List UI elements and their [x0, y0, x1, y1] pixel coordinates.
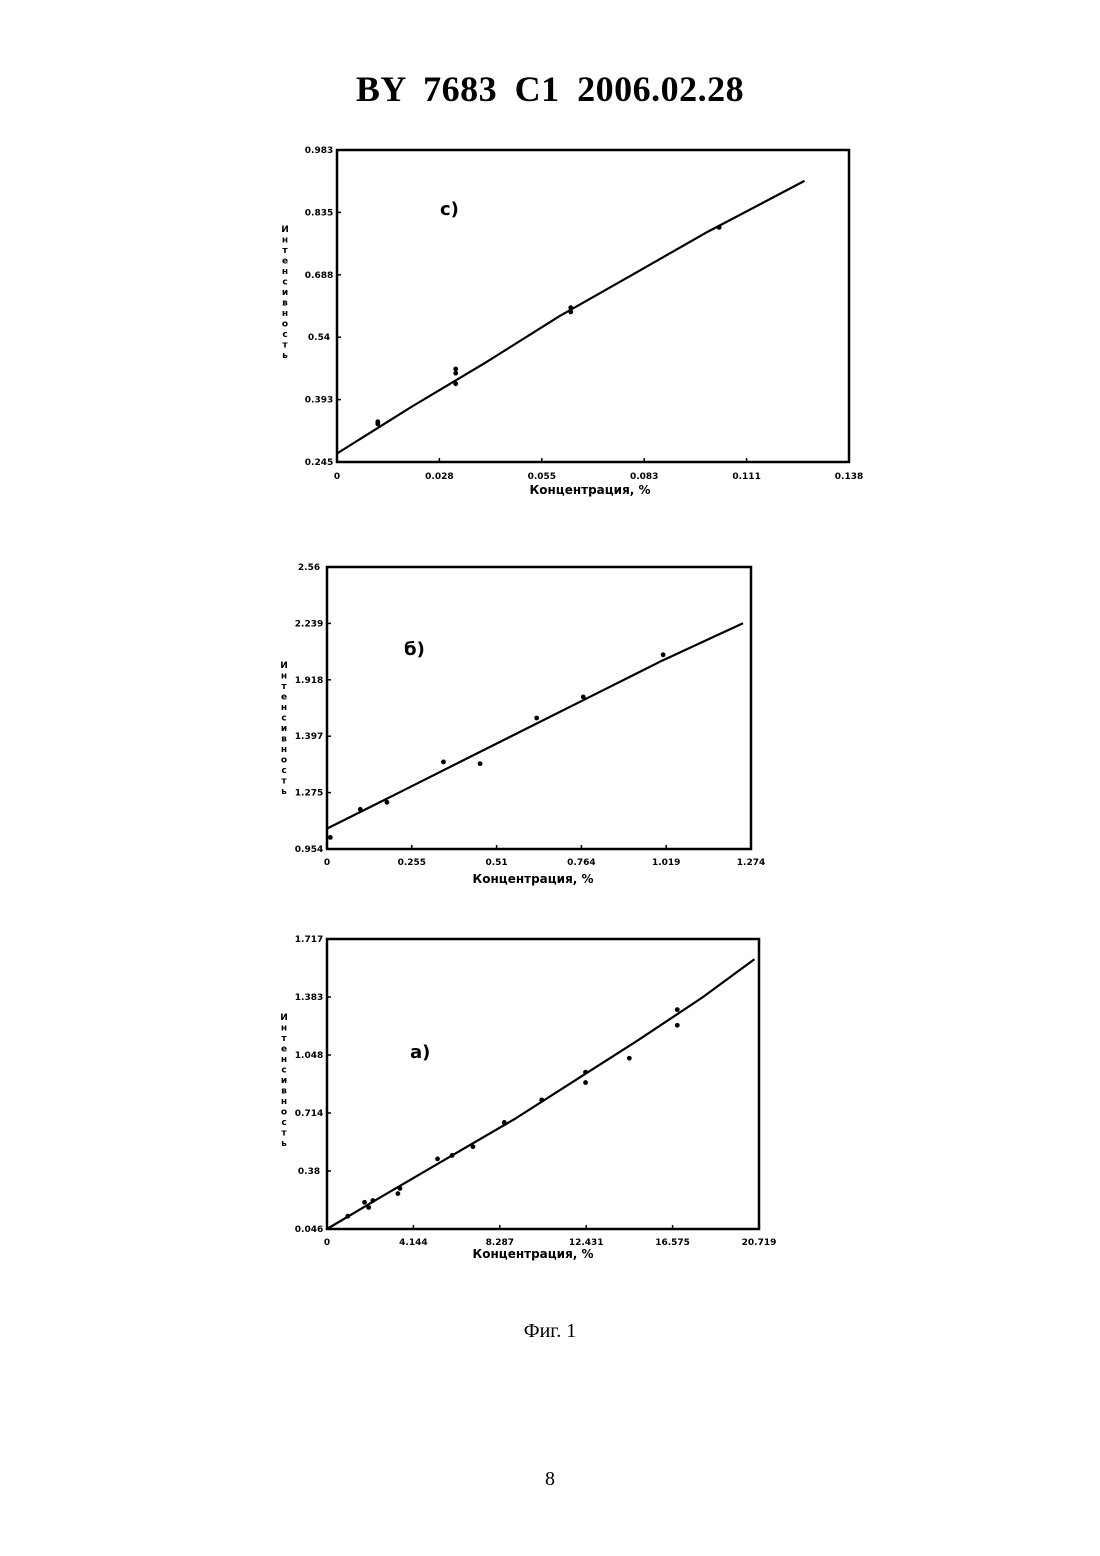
y-tick-label: 0.714	[295, 1109, 323, 1119]
data-point	[583, 1070, 588, 1075]
x-tick-label: 20.719	[742, 1238, 777, 1248]
data-point	[627, 1056, 632, 1061]
data-point	[435, 1156, 440, 1161]
x-tick-label: 0	[324, 1238, 330, 1248]
data-point	[675, 1007, 680, 1012]
y-tick-label: 1.048	[295, 1051, 323, 1061]
fit-line	[327, 959, 754, 1229]
x-axis-label-a: Концентрация, %	[472, 1247, 593, 1261]
data-point	[345, 1214, 350, 1219]
data-point	[502, 1120, 507, 1125]
data-point	[675, 1023, 680, 1028]
x-tick-label: 16.575	[655, 1238, 690, 1248]
y-axis-label-a: Интенсивность	[280, 1013, 288, 1149]
data-point	[362, 1200, 367, 1205]
data-point	[539, 1097, 544, 1102]
y-tick-label: 1.383	[295, 993, 323, 1003]
y-tick-label: 1.717	[295, 935, 323, 945]
data-point	[366, 1205, 371, 1210]
panel-label-a: а)	[410, 1042, 430, 1063]
figure-caption: Фиг. 1	[0, 1320, 1100, 1343]
y-tick-label: 0.046	[295, 1225, 323, 1235]
data-point	[471, 1144, 476, 1149]
page-number: 8	[0, 1468, 1100, 1491]
data-point	[370, 1198, 375, 1203]
data-point	[398, 1186, 403, 1191]
y-tick-label: 0.38	[298, 1167, 320, 1177]
chart-a: 04.1448.28712.43116.57520.7190.0460.380.…	[0, 0, 1100, 1270]
plot-frame	[327, 939, 759, 1229]
data-point	[583, 1080, 588, 1085]
data-point	[395, 1191, 400, 1196]
x-tick-label: 4.144	[399, 1238, 427, 1248]
data-point	[450, 1153, 455, 1158]
